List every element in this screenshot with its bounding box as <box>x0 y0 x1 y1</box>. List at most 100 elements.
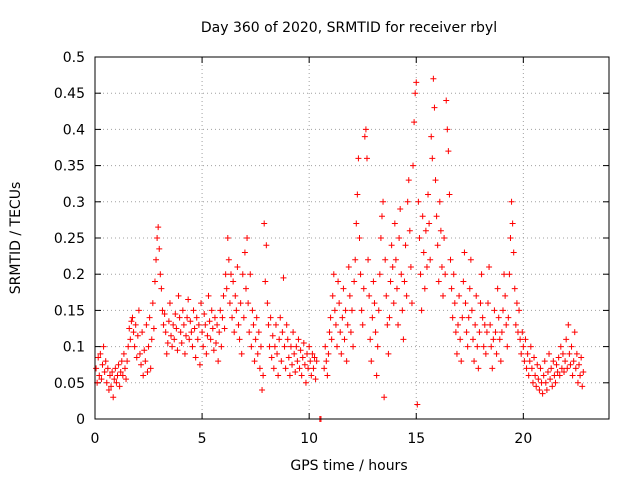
data-point <box>452 329 459 336</box>
data-point <box>164 339 171 346</box>
data-point <box>177 329 184 336</box>
data-point <box>367 336 374 343</box>
data-point <box>522 336 529 343</box>
data-point <box>482 350 489 357</box>
data-point <box>211 314 218 321</box>
data-point <box>275 372 282 379</box>
data-point <box>150 325 157 332</box>
data-point <box>117 368 124 375</box>
data-point <box>335 278 342 285</box>
data-point <box>241 249 248 256</box>
data-point <box>520 343 527 350</box>
data-point <box>158 285 165 292</box>
data-point <box>389 263 396 270</box>
data-point <box>413 79 420 86</box>
data-point <box>580 368 587 375</box>
data-point <box>113 379 120 386</box>
data-point <box>332 321 339 328</box>
data-point <box>154 235 161 241</box>
data-point <box>250 321 257 328</box>
data-point <box>299 354 306 361</box>
data-point <box>188 329 195 336</box>
data-point <box>432 177 439 184</box>
data-point <box>504 343 511 350</box>
data-point <box>385 350 392 357</box>
data-point <box>168 332 175 339</box>
data-point <box>483 329 490 336</box>
data-point <box>544 368 551 375</box>
data-point <box>425 191 432 198</box>
data-point <box>139 329 146 336</box>
data-point <box>190 307 197 314</box>
data-point <box>362 126 369 133</box>
data-point <box>302 379 309 386</box>
data-point <box>339 314 346 321</box>
data-point <box>147 365 154 372</box>
data-point <box>447 256 454 263</box>
data-point <box>449 314 456 321</box>
data-point <box>488 343 495 350</box>
data-point <box>223 285 230 292</box>
data-point <box>214 321 221 328</box>
data-point <box>135 307 142 314</box>
data-point <box>260 372 267 379</box>
data-point <box>535 376 542 383</box>
data-point <box>175 292 182 299</box>
x-tick-label: 20 <box>514 431 532 447</box>
data-point <box>255 329 262 336</box>
data-point <box>108 383 115 390</box>
data-point <box>442 271 449 278</box>
data-point <box>196 361 203 368</box>
data-point <box>141 347 148 354</box>
data-point <box>415 198 422 205</box>
data-point <box>119 372 126 379</box>
data-point <box>402 242 409 249</box>
data-point <box>240 314 247 321</box>
data-point <box>556 372 563 379</box>
data-point <box>115 361 122 368</box>
data-point <box>464 343 471 350</box>
data-point <box>338 350 345 357</box>
data-point <box>412 90 419 97</box>
data-point <box>217 307 224 314</box>
data-point <box>234 263 241 270</box>
data-point <box>562 358 569 365</box>
data-point <box>246 329 253 336</box>
y-tick-label: 0.05 <box>54 376 85 392</box>
data-point <box>201 311 208 318</box>
y-tick-label: 0.5 <box>63 50 85 66</box>
data-point <box>99 361 106 368</box>
data-point <box>311 354 318 361</box>
data-point <box>461 249 468 256</box>
data-point <box>526 358 533 365</box>
data-point <box>116 383 123 390</box>
data-point <box>227 271 234 278</box>
data-point <box>132 321 139 328</box>
data-point <box>566 350 573 357</box>
data-point <box>331 307 338 314</box>
data-point <box>410 162 417 169</box>
data-point <box>148 336 155 343</box>
data-point <box>527 343 534 350</box>
data-point <box>451 300 458 307</box>
data-point <box>279 329 286 336</box>
data-point <box>136 350 143 357</box>
data-point <box>467 256 474 263</box>
data-point <box>296 365 303 372</box>
data-point <box>346 292 353 299</box>
data-point <box>144 368 151 375</box>
data-point <box>490 336 497 343</box>
data-point <box>266 343 273 350</box>
data-point <box>284 336 291 343</box>
data-point <box>283 321 290 328</box>
data-point <box>437 227 444 234</box>
x-tick-label: 10 <box>300 431 318 447</box>
data-point <box>386 314 393 321</box>
data-point <box>383 292 390 299</box>
data-point <box>472 321 479 328</box>
data-point <box>465 314 472 321</box>
data-point <box>495 314 502 321</box>
data-point <box>356 235 363 241</box>
data-point <box>463 329 470 336</box>
data-point <box>478 271 485 278</box>
